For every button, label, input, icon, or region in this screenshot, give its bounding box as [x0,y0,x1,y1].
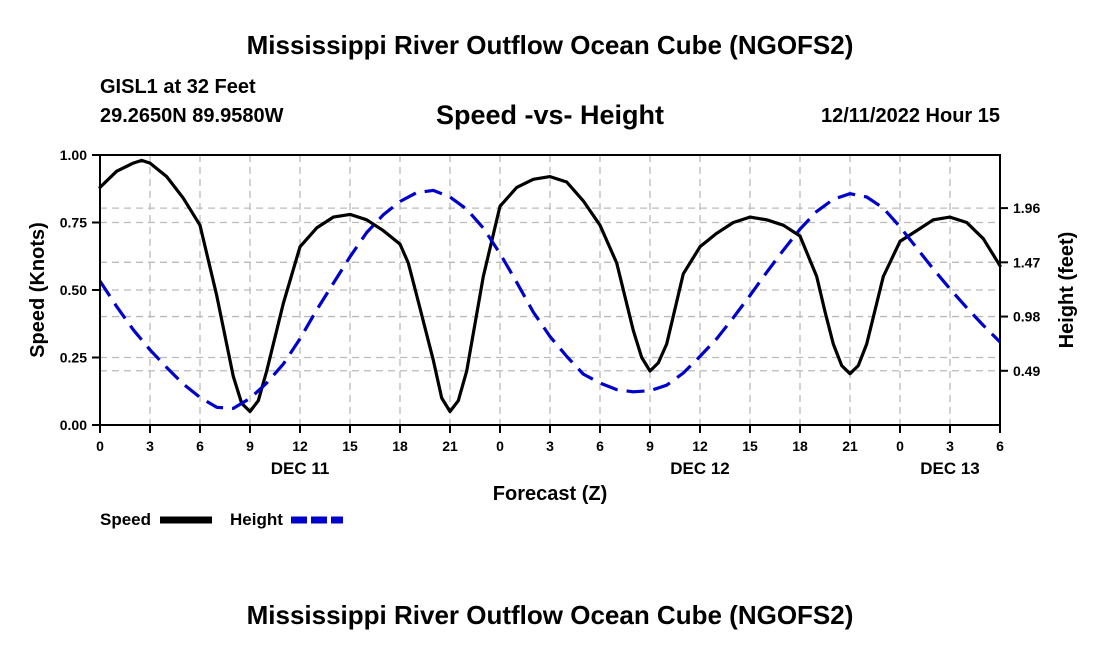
x-tick-label: 9 [646,438,654,454]
y-axis-title: Speed (Knots) [27,222,49,358]
x-tick-label: 15 [342,438,358,454]
y2-tick-label: 0.49 [1013,363,1040,379]
x-tick-label: 15 [742,438,758,454]
y-tick-label: 0.25 [60,350,87,366]
speed-series-line [98,158,1002,414]
day-label: DEC 12 [670,459,730,478]
main-title: Mississippi River Outflow Ocean Cube (NG… [246,30,854,60]
y2-tick-label: 1.96 [1013,200,1040,216]
x-tick-label: 0 [896,438,904,454]
x-tick-label: 21 [842,438,858,454]
x-tick-label: 3 [146,438,154,454]
day-label: DEC 11 [271,459,330,478]
legend: Speed Height [100,510,343,529]
x-tick-label: 18 [792,438,808,454]
x-tick-label: 12 [692,438,708,454]
x-tick-label: 0 [496,438,504,454]
x-tick-label: 3 [946,438,954,454]
y-tick-label: 0.00 [60,417,87,433]
forecast-datetime: 12/11/2022 Hour 15 [820,105,1000,127]
y2-tick-label: 0.98 [1013,309,1040,325]
x-tick-label: 12 [292,438,308,454]
legend-label-height: Height [230,510,283,529]
height-series-line [98,188,1002,410]
x-tick-label: 21 [442,438,458,454]
x-tick-label: 18 [392,438,408,454]
x-tick-label: 3 [546,438,554,454]
second-chart-title: Mississippi River Outflow Ocean Cube (NG… [246,600,854,630]
x-tick-label: 6 [196,438,204,454]
y2-tick-label: 1.47 [1013,254,1040,270]
x-tick-label: 9 [246,438,254,454]
station-label: GISL1 at 32 Feet [100,76,256,98]
y-axis-right: 0.49 0.98 1.47 1.96 [1000,200,1040,379]
x-tick-label: 6 [596,438,604,454]
station-coordinates: 29.2650N 89.9580W [100,105,284,127]
y2-axis-title: Height (feet) [1056,232,1078,349]
y-tick-label: 0.75 [60,215,87,231]
y-axis-left: 0.00 0.25 0.50 0.75 1.00 [60,147,100,433]
x-tick-label: 0 [96,438,104,454]
y-tick-label: 1.00 [60,147,87,163]
chart-subtitle: Speed -vs- Height [435,100,665,130]
x-axis-title: Forecast (Z) [493,483,607,505]
legend-label-speed: Speed [100,510,151,529]
x-tick-label: 6 [996,438,1004,454]
y-tick-label: 0.50 [60,282,87,298]
day-label: DEC 13 [920,459,980,478]
series-layer [98,158,1002,414]
x-axis: 0 3 6 9 12 15 18 21 0 3 6 9 12 15 18 21 0 3 6 DEC 11 DEC 12 D… [96,425,1004,478]
